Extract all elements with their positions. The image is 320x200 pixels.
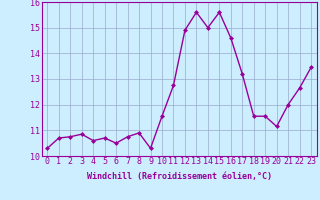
X-axis label: Windchill (Refroidissement éolien,°C): Windchill (Refroidissement éolien,°C)	[87, 172, 272, 181]
